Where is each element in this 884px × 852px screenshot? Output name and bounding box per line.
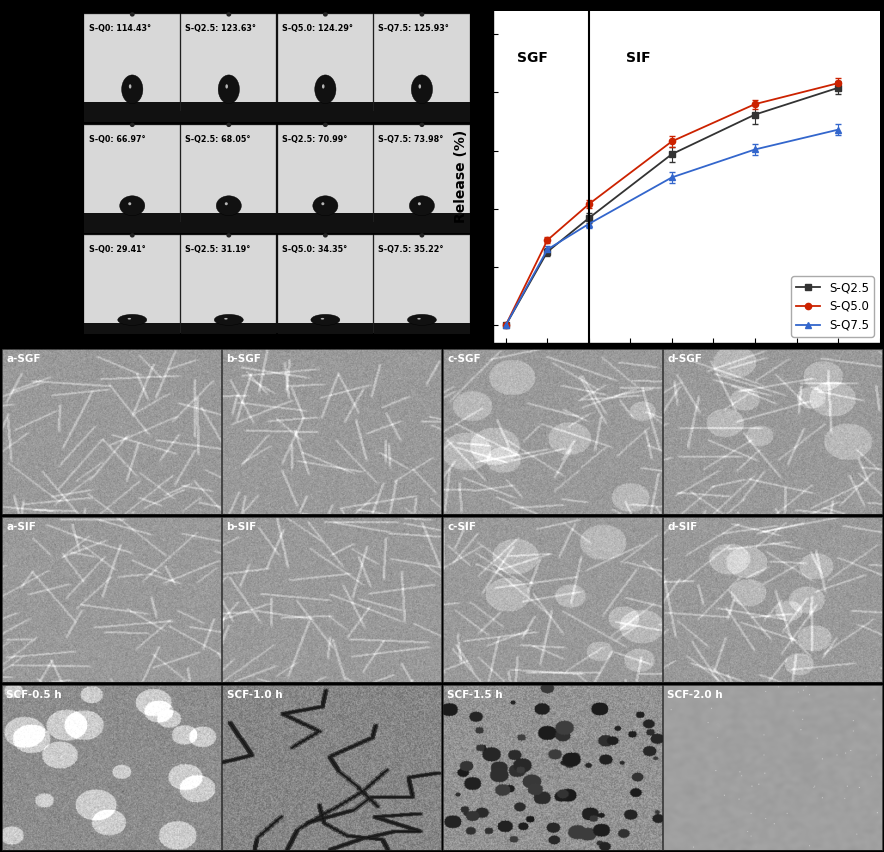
Ellipse shape <box>226 233 232 238</box>
Text: S-Q0: 66.97°: S-Q0: 66.97° <box>88 135 146 144</box>
Bar <box>84 222 470 233</box>
Bar <box>278 323 373 332</box>
Ellipse shape <box>130 123 134 127</box>
Bar <box>278 14 373 112</box>
Text: S-Q5.0: 34.35°: S-Q5.0: 34.35° <box>282 245 347 254</box>
Bar <box>278 213 373 222</box>
Ellipse shape <box>130 233 134 238</box>
X-axis label: Time (h): Time (h) <box>653 366 720 380</box>
Ellipse shape <box>225 84 228 89</box>
Bar <box>85 323 179 332</box>
Bar <box>84 111 470 122</box>
Ellipse shape <box>420 123 424 127</box>
Ellipse shape <box>418 202 421 205</box>
Text: SIF: SIF <box>627 50 651 65</box>
Bar <box>181 125 277 222</box>
Text: S-Q7.5: 73.98°: S-Q7.5: 73.98° <box>378 135 444 144</box>
Ellipse shape <box>225 202 228 205</box>
Text: S-Q0: 114.43°: S-Q0: 114.43° <box>88 25 151 33</box>
Text: S-Q7.5: 125.93°: S-Q7.5: 125.93° <box>378 25 449 33</box>
Legend: S-Q2.5, S-Q5.0, S-Q7.5: S-Q2.5, S-Q5.0, S-Q7.5 <box>791 276 873 337</box>
Bar <box>374 125 469 222</box>
Ellipse shape <box>409 196 434 216</box>
Bar <box>85 235 179 332</box>
Ellipse shape <box>226 123 232 127</box>
Ellipse shape <box>420 12 424 16</box>
Ellipse shape <box>322 202 324 205</box>
Ellipse shape <box>313 196 338 216</box>
Text: S-Q2.5: 68.05°: S-Q2.5: 68.05° <box>186 135 251 144</box>
Ellipse shape <box>408 314 437 325</box>
Bar <box>374 14 469 112</box>
Ellipse shape <box>217 196 241 216</box>
Text: SCF-2.0 h: SCF-2.0 h <box>667 690 723 700</box>
Bar <box>181 323 277 332</box>
Text: a-SGF: a-SGF <box>6 354 41 365</box>
Text: SCF-1.0 h: SCF-1.0 h <box>226 690 282 700</box>
Bar <box>278 102 373 112</box>
Text: S-Q2.5: 31.19°: S-Q2.5: 31.19° <box>186 245 251 254</box>
Ellipse shape <box>130 12 134 16</box>
Bar <box>85 102 179 112</box>
Ellipse shape <box>122 75 143 104</box>
Bar <box>278 125 373 222</box>
Bar <box>278 235 373 332</box>
Text: S-Q7.5: 35.22°: S-Q7.5: 35.22° <box>378 245 444 254</box>
Text: SCF-1.5 h: SCF-1.5 h <box>447 690 503 700</box>
Text: b-SGF: b-SGF <box>226 354 262 365</box>
Y-axis label: Release (%): Release (%) <box>454 130 468 223</box>
Ellipse shape <box>418 84 421 89</box>
Bar <box>85 213 179 222</box>
Ellipse shape <box>315 75 336 104</box>
Text: d-SGF: d-SGF <box>667 354 703 365</box>
Ellipse shape <box>119 196 145 216</box>
Ellipse shape <box>128 202 131 205</box>
Bar <box>374 213 469 222</box>
Bar <box>181 102 277 112</box>
Text: SGF: SGF <box>517 50 548 65</box>
Ellipse shape <box>323 123 328 127</box>
Ellipse shape <box>129 84 132 89</box>
Text: d-SIF: d-SIF <box>667 522 697 532</box>
Text: a-SIF: a-SIF <box>6 522 36 532</box>
Text: S-Q0: 29.41°: S-Q0: 29.41° <box>88 245 146 254</box>
Ellipse shape <box>322 84 324 89</box>
Ellipse shape <box>411 75 432 104</box>
Text: S-Q2.5: 70.99°: S-Q2.5: 70.99° <box>282 135 347 144</box>
Text: S-Q2.5: 123.63°: S-Q2.5: 123.63° <box>186 25 256 33</box>
Text: b-SIF: b-SIF <box>226 522 257 532</box>
Ellipse shape <box>323 233 328 238</box>
Ellipse shape <box>417 318 421 320</box>
Bar <box>181 235 277 332</box>
Ellipse shape <box>226 12 232 16</box>
Text: SCF-0.5 h: SCF-0.5 h <box>6 690 62 700</box>
Bar <box>181 213 277 222</box>
Bar <box>181 14 277 112</box>
Text: c-SGF: c-SGF <box>447 354 481 365</box>
Bar <box>85 14 179 112</box>
Ellipse shape <box>321 318 324 320</box>
Bar <box>374 235 469 332</box>
Ellipse shape <box>127 318 131 320</box>
Ellipse shape <box>420 233 424 238</box>
Bar <box>374 323 469 332</box>
Ellipse shape <box>218 75 240 104</box>
Ellipse shape <box>323 12 328 16</box>
Text: S-Q5.0: 124.29°: S-Q5.0: 124.29° <box>282 25 353 33</box>
Ellipse shape <box>214 314 243 325</box>
Ellipse shape <box>118 314 147 325</box>
Ellipse shape <box>225 318 228 320</box>
Text: c-SIF: c-SIF <box>447 522 476 532</box>
Bar <box>85 125 179 222</box>
Ellipse shape <box>311 314 339 325</box>
Bar <box>374 102 469 112</box>
